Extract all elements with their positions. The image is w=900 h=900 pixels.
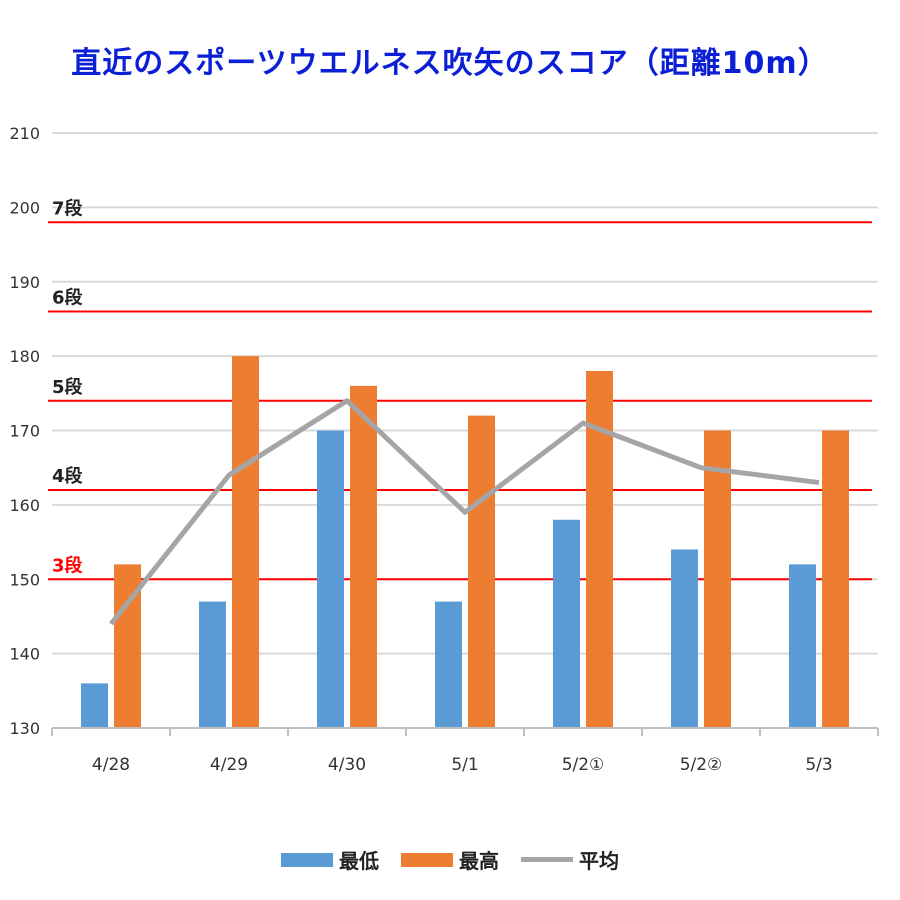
bar-min: [81, 683, 108, 728]
bars-layer: [81, 356, 849, 728]
reference-line-label: 4段: [52, 465, 84, 487]
bar-min: [317, 430, 344, 728]
bar-max: [468, 415, 495, 728]
legend-label-max: 最高: [459, 849, 499, 873]
bar-max: [350, 385, 377, 728]
reference-line-label: 5段: [52, 376, 84, 398]
y-tick-label: 130: [9, 719, 40, 738]
legend-item-avg: 平均: [521, 845, 619, 874]
y-tick-label: 210: [9, 124, 40, 143]
y-tick-label: 170: [9, 422, 40, 441]
x-tick-label: 4/30: [328, 755, 366, 775]
x-tick-label: 4/28: [92, 755, 130, 775]
reference-line-label: 7段: [52, 197, 84, 219]
bar-max: [704, 430, 731, 728]
chart-title: 直近のスポーツウエルネス吹矢のスコア（距離10m）: [71, 46, 829, 81]
bar-min: [789, 564, 816, 728]
y-tick-label: 200: [9, 198, 40, 217]
bar-min: [553, 519, 580, 728]
legend-item-min: 最低: [281, 845, 379, 874]
average-line-layer: [109, 398, 820, 626]
legend-swatch-min: [281, 852, 333, 867]
x-tick-label: 4/29: [210, 755, 248, 775]
reference-line-label: 6段: [52, 287, 84, 309]
x-tick-label: 5/2②: [680, 755, 723, 775]
legend-label-avg: 平均: [579, 849, 619, 873]
legend-item-max: 最高: [401, 845, 499, 874]
legend-swatch-avg: [521, 857, 573, 862]
reference-line-label: 3段: [52, 554, 84, 576]
axis-layer: 130 140 150 160 170 180 190 200 210 4/28 4/29 4/30 5…: [9, 124, 879, 775]
bar-max: [822, 430, 849, 728]
y-tick-label: 180: [9, 347, 40, 366]
reference-lines-layer: 3段 4段 5段 6段 7段: [48, 197, 872, 581]
legend-swatch-max: [401, 852, 453, 867]
x-tick-label: 5/1: [451, 755, 478, 775]
y-tick-label: 150: [9, 570, 40, 589]
x-tick-label: 5/2①: [562, 755, 605, 775]
bar-min: [435, 601, 462, 728]
bar-min: [199, 601, 226, 728]
legend-label-min: 最低: [339, 849, 379, 873]
bar-min: [671, 549, 698, 728]
y-tick-label: 160: [9, 496, 40, 515]
bar-max: [232, 356, 259, 728]
y-tick-label: 190: [9, 273, 40, 292]
y-tick-label: 140: [9, 645, 40, 664]
x-tick-label: 5/3: [805, 755, 832, 775]
legend: 最低 最高 平均: [0, 845, 900, 874]
